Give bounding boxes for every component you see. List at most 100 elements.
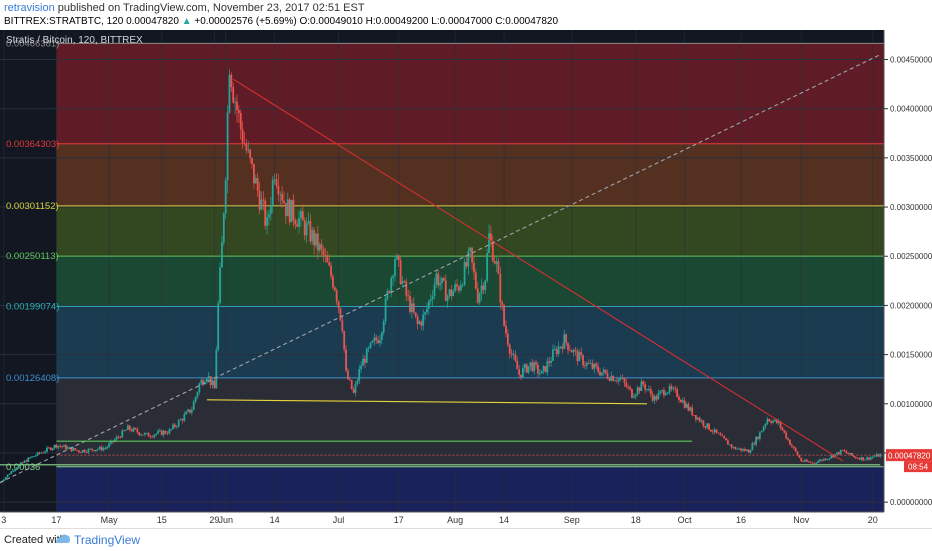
- candle-body: [309, 221, 312, 242]
- candle-body: [738, 448, 741, 450]
- candle-body: [678, 396, 680, 400]
- candle-body: [166, 433, 169, 435]
- candle-body: [422, 314, 425, 326]
- candle-body: [388, 291, 391, 293]
- candle-body: [467, 251, 470, 267]
- candle-body: [666, 392, 669, 394]
- fib-zone: [56, 306, 884, 378]
- candle-body: [854, 456, 857, 459]
- candle-body: [533, 362, 536, 372]
- candle-body: [110, 440, 112, 444]
- candle-body: [17, 464, 20, 468]
- candle-body: [4, 477, 7, 480]
- candle-body: [567, 342, 569, 350]
- current-price-tag: [886, 449, 932, 462]
- candle-body: [557, 346, 560, 355]
- candle-body: [380, 332, 383, 341]
- trend-line[interactable]: [206, 399, 648, 405]
- candle-body: [486, 253, 489, 281]
- candle-body: [286, 199, 289, 217]
- candle-body: [95, 449, 97, 452]
- candle-body: [76, 450, 79, 451]
- candle-body: [174, 424, 176, 427]
- candle-body: [301, 211, 304, 221]
- candle-body: [365, 348, 368, 363]
- time-tick-label: 17: [394, 515, 404, 525]
- fib-level-label: 0.00364303): [6, 139, 59, 150]
- candle-body: [651, 394, 654, 401]
- candle-body: [646, 389, 648, 390]
- candle-body: [192, 401, 195, 410]
- candle-body: [674, 388, 677, 390]
- candle-body: [764, 423, 767, 427]
- price-chart[interactable]: 0.00466381) 0.00364303) 0.00301152) 0.00250…: [0, 30, 932, 528]
- candle-body: [42, 452, 45, 454]
- candle-body: [311, 229, 314, 242]
- candle-body: [442, 277, 445, 281]
- price-tick-label: 0.00000000: [890, 498, 932, 507]
- candle-body: [668, 386, 671, 393]
- candle-body: [407, 295, 410, 297]
- candle-body: [32, 456, 35, 458]
- fib-zone: [56, 43, 884, 144]
- candle-body: [224, 180, 227, 214]
- tradingview-brand[interactable]: TradingView: [74, 533, 141, 547]
- candle-body: [202, 380, 205, 385]
- candle-body: [659, 391, 662, 394]
- candle-body: [627, 386, 630, 388]
- candle-body: [213, 380, 216, 389]
- trend-line[interactable]: [232, 78, 843, 462]
- candle-body: [205, 378, 208, 382]
- candle-body: [762, 426, 765, 431]
- candle-body: [8, 473, 11, 475]
- candle-body: [606, 373, 609, 379]
- candle-body: [2, 479, 5, 482]
- candle-body: [36, 452, 39, 456]
- candle-body: [478, 293, 481, 303]
- candle-body: [608, 378, 611, 381]
- candle-body: [585, 362, 588, 366]
- candle-body: [501, 302, 504, 306]
- candle-body: [363, 358, 366, 363]
- candle-body: [119, 436, 122, 438]
- fib-level-label: 0.00126408): [6, 373, 59, 384]
- candle-body: [140, 434, 142, 436]
- candle-body: [433, 284, 436, 297]
- candle-body: [10, 471, 13, 474]
- author-link[interactable]: retravision: [4, 2, 55, 14]
- candle-body: [418, 321, 421, 324]
- created-with-text: Created with: [4, 534, 66, 546]
- candle-body: [544, 366, 547, 373]
- candle-body: [454, 284, 457, 291]
- candle-body: [369, 342, 372, 348]
- candle-body: [106, 446, 109, 449]
- candle-body: [16, 467, 18, 469]
- candle-body: [362, 358, 364, 366]
- trend-line[interactable]: [0, 54, 881, 483]
- candle-body: [465, 262, 468, 267]
- candle-body: [83, 450, 86, 453]
- candle-body: [258, 190, 261, 210]
- candle-body: [600, 372, 603, 376]
- candle-body: [55, 444, 58, 448]
- candle-body: [503, 305, 505, 326]
- candle-body: [89, 448, 92, 450]
- up-arrow-icon: ▲: [181, 16, 192, 27]
- candle-body: [469, 247, 472, 252]
- candle-body: [305, 223, 308, 236]
- candle-body: [510, 353, 513, 355]
- candle-body: [683, 400, 686, 408]
- candle-body: [448, 289, 451, 297]
- candle-body: [343, 331, 346, 350]
- candle-body: [723, 435, 726, 439]
- time-tick-label: 14: [270, 515, 280, 525]
- candle-body: [70, 447, 73, 451]
- candle-body: [619, 378, 622, 380]
- candle-body: [713, 429, 716, 433]
- candle-body: [279, 194, 282, 195]
- price-tick-label: 0.00100000: [890, 400, 932, 409]
- candle-body: [38, 452, 41, 454]
- candle-body: [629, 387, 631, 390]
- candle-body: [382, 321, 385, 333]
- candle-body: [143, 433, 146, 435]
